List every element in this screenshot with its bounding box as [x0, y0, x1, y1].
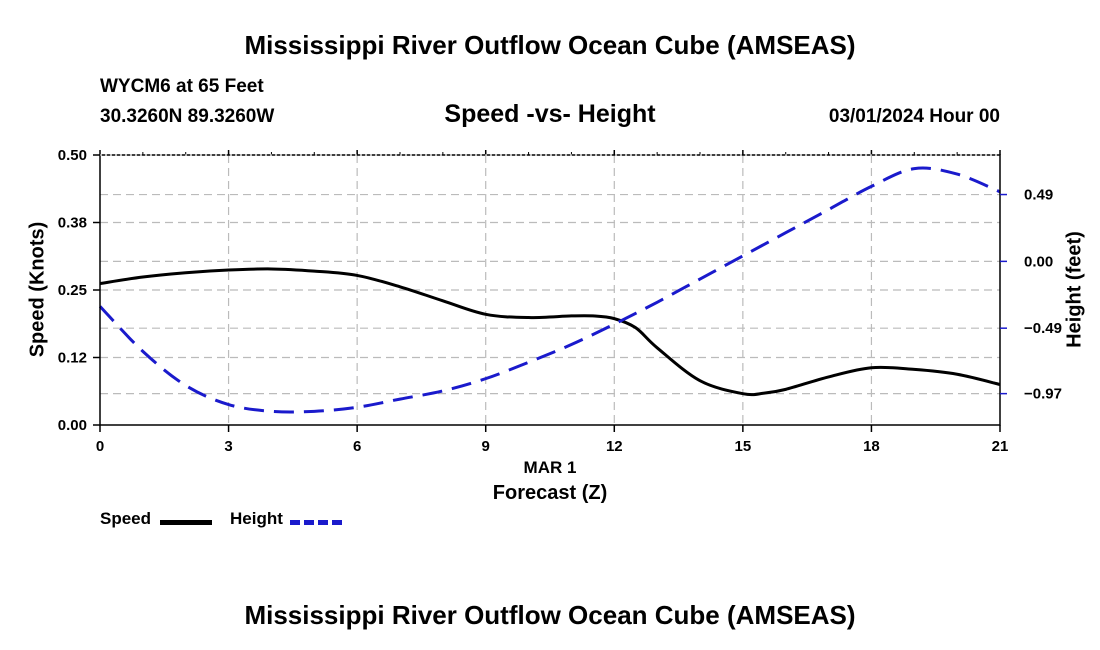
- x-tick-label: 9: [482, 438, 490, 455]
- y2-tick-label: 0.00: [1024, 253, 1053, 270]
- legend-height-swatch: [290, 520, 342, 525]
- legend-speed-label: Speed: [100, 509, 152, 528]
- x-tick-label: 12: [606, 438, 623, 455]
- x-axis-label: Forecast (Z): [492, 482, 608, 504]
- x-tick-label: 0: [96, 438, 104, 455]
- x-tick-label: 21: [992, 438, 1009, 455]
- station-coords: 30.3260N 89.3260W: [100, 106, 275, 127]
- x-tick-label: 3: [224, 438, 232, 455]
- station-label: WYCM6 at 65 Feet: [100, 76, 264, 97]
- y-axis-label: Speed (Knots): [26, 221, 49, 358]
- y-tick-label: 0.50: [58, 147, 87, 164]
- legend-height-label: Height: [230, 509, 283, 528]
- y-tick-label: 0.38: [58, 215, 87, 232]
- y-tick-label: 0.25: [58, 282, 87, 299]
- y2-tick-label: −0.49: [1024, 320, 1062, 337]
- y-tick-label: 0.00: [58, 417, 87, 434]
- y2-axis-label: Height (feet): [1063, 231, 1086, 348]
- x-tick-label: 15: [735, 438, 752, 455]
- series-line-height: [98, 166, 1001, 414]
- forecast-datetime: 03/01/2024 Hour 00: [828, 106, 1000, 127]
- label-layer: 0 3 6 9 12 15 18 21 0.00 0.12 0.25 0.38 0.50 −0.97 −0.…: [58, 147, 1062, 455]
- y2-tick-label: 0.49: [1024, 187, 1053, 204]
- main-title: Mississippi River Outflow Ocean Cube (AM…: [244, 30, 856, 60]
- grid-layer: [100, 155, 1000, 425]
- footer-title: Mississippi River Outflow Ocean Cube (AM…: [244, 600, 856, 630]
- series-line-speed: [99, 267, 1001, 397]
- x-tick-label: 6: [353, 438, 361, 455]
- tick-layer: [93, 150, 1007, 432]
- chart-title: Speed -vs- Height: [444, 100, 656, 128]
- legend-speed-swatch: [160, 520, 212, 525]
- x-tick-label: 18: [863, 438, 880, 455]
- series-layer: [98, 166, 1001, 414]
- y-tick-label: 0.12: [58, 350, 87, 367]
- y2-tick-label: −0.97: [1024, 386, 1062, 403]
- x-sublabel: MAR 1: [523, 458, 577, 477]
